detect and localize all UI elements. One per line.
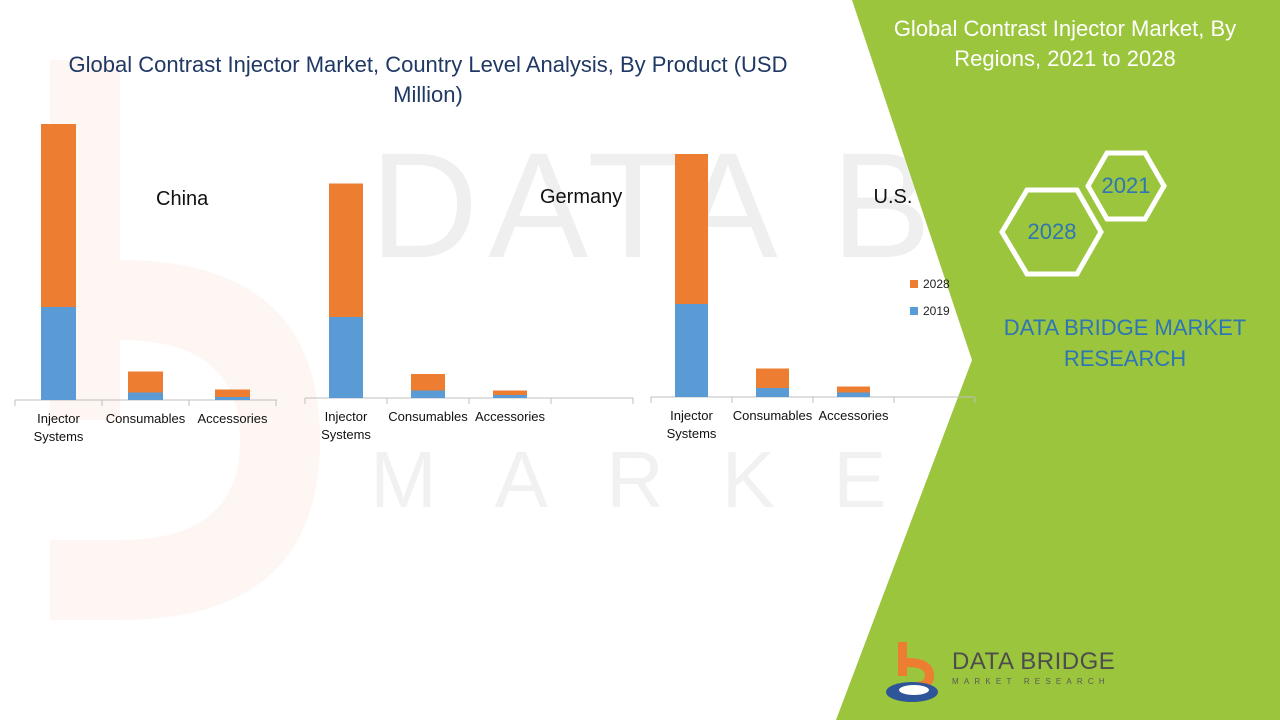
chart-title-germany: Germany xyxy=(540,186,623,208)
bar-germany-injector-systems-2019 xyxy=(329,317,363,398)
brand-name: DATA BRIDGE MARKET RESEARCH xyxy=(1003,315,1247,371)
bar-germany-accessories-2019 xyxy=(493,395,527,398)
legend-item-2028: 2028 xyxy=(910,270,950,297)
category-label-germany-1: Consumables xyxy=(388,409,468,424)
bar-germany-consumables-2019 xyxy=(411,390,445,398)
legend-swatch-2028 xyxy=(910,279,918,288)
category-label-germany-0: Injector Systems xyxy=(321,409,371,442)
bar-germany-injector-systems-2028 xyxy=(329,183,363,317)
chart-title: Global Contrast Injector Market, Country… xyxy=(68,52,788,107)
category-label-u-s-1: Consumables xyxy=(732,408,813,423)
bar-u-s-consumables-2019 xyxy=(756,388,789,397)
bar-china-injector-systems-2019 xyxy=(41,307,76,400)
bar-china-accessories-2028 xyxy=(215,389,250,397)
chart-title-u-s: U.S. xyxy=(873,186,913,208)
bar-u-s-accessories-2028 xyxy=(837,386,870,393)
hexagon-2021 xyxy=(1085,150,1167,222)
chart-title-china: China xyxy=(156,188,209,210)
legend-swatch-2019 xyxy=(910,306,918,315)
legend: 2028 2019 xyxy=(910,270,950,324)
hexagon-2028 xyxy=(999,187,1104,277)
logo-name: DATA BRIDGE xyxy=(952,648,1116,675)
category-label-china-1: Consumables xyxy=(105,411,186,426)
legend-label-2028: 2028 xyxy=(923,276,950,291)
logo-tagline: MARKET RESEARCH xyxy=(952,677,1110,686)
bar-u-s-accessories-2019 xyxy=(837,392,870,397)
category-label-china-2: Accessories xyxy=(197,411,268,426)
bar-u-s-injector-systems-2028 xyxy=(675,154,708,304)
logo-icon xyxy=(886,642,938,702)
side-panel-title: Global Contrast Injector Market, By Regi… xyxy=(893,16,1237,71)
category-label-u-s-0: Injector Systems xyxy=(666,408,717,441)
bar-germany-accessories-2028 xyxy=(493,390,527,395)
category-label-china-0: Injector Systems xyxy=(33,411,84,444)
bar-u-s-injector-systems-2019 xyxy=(675,304,708,397)
bar-china-consumables-2019 xyxy=(128,392,163,400)
category-label-germany-2: Accessories xyxy=(474,409,546,424)
bar-germany-consumables-2028 xyxy=(411,374,445,391)
bar-u-s-consumables-2028 xyxy=(756,368,789,388)
hex-label-2028: 2028 xyxy=(1027,219,1077,244)
bar-china-consumables-2028 xyxy=(128,371,163,393)
hex-label-2021: 2021 xyxy=(1101,173,1151,198)
category-label-u-s-2: Accessories xyxy=(818,408,889,423)
legend-item-2019: 2019 xyxy=(910,297,950,324)
legend-label-2019: 2019 xyxy=(923,303,950,318)
bar-china-accessories-2019 xyxy=(215,397,250,400)
bar-china-injector-systems-2028 xyxy=(41,124,76,307)
